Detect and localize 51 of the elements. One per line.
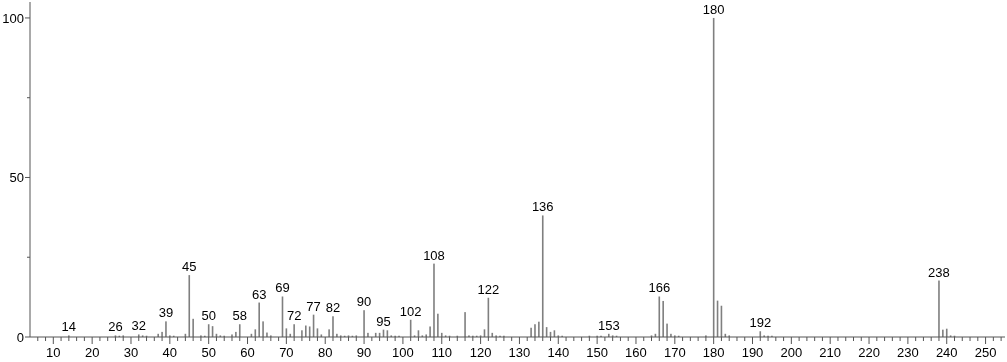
annotation: 63 <box>251 286 267 302</box>
annotation: 90 <box>356 294 372 310</box>
annotation: 26 <box>108 319 123 335</box>
x-tick-label: 80 <box>317 345 333 360</box>
annotation: 192 <box>749 315 772 331</box>
x-tick-label: 150 <box>586 345 608 360</box>
x-tick-label: 30 <box>123 345 139 360</box>
annotation: 180 <box>702 1 725 17</box>
x-tick-label: 170 <box>663 345 686 360</box>
annotation: 108 <box>423 247 445 263</box>
x-tick-label: 60 <box>240 345 255 360</box>
x-tick-label: 210 <box>819 345 842 360</box>
annotation: 102 <box>399 303 422 319</box>
y-tick-label: 50 <box>9 170 24 186</box>
annotation: 82 <box>325 300 341 316</box>
annotation: 238 <box>928 264 950 280</box>
x-tick-label: 200 <box>780 345 803 360</box>
annotation: 122 <box>477 281 500 297</box>
annotation: 95 <box>376 313 391 329</box>
annotation: 39 <box>158 305 174 321</box>
annotation: 32 <box>131 318 146 334</box>
x-tick-label: 70 <box>279 345 294 360</box>
x-tick-label: 130 <box>508 345 531 360</box>
x-tick-label: 250 <box>974 345 997 360</box>
annotation: 166 <box>648 280 671 296</box>
annotation: 153 <box>597 317 620 333</box>
x-tick-label: 40 <box>162 345 178 360</box>
x-tick-label: 10 <box>46 345 61 360</box>
y-tick-label: 100 <box>2 10 24 26</box>
x-tick-label: 220 <box>858 345 880 360</box>
x-tick-label: 50 <box>201 345 216 360</box>
annotation: 58 <box>232 308 247 324</box>
x-tick-label: 90 <box>356 345 372 360</box>
x-tick-label: 140 <box>547 345 570 360</box>
x-tick-label: 110 <box>431 345 453 360</box>
annotation: 14 <box>61 319 77 335</box>
annotation: 136 <box>531 199 554 215</box>
x-tick-label: 160 <box>625 345 647 360</box>
x-tick-label: 120 <box>469 345 492 360</box>
x-tick-label: 100 <box>392 345 414 360</box>
x-tick-label: 230 <box>897 345 919 360</box>
x-tick-label: 180 <box>702 345 725 360</box>
y-tick-label: 0 <box>16 329 24 345</box>
annotation: 69 <box>275 280 290 296</box>
x-tick-label: 240 <box>935 345 958 360</box>
x-tick-label: 20 <box>84 345 100 360</box>
x-tick-label: 190 <box>741 345 764 360</box>
annotation: 45 <box>182 259 197 275</box>
annotation: 50 <box>201 308 216 324</box>
annotation: 72 <box>286 308 302 324</box>
annotation: 77 <box>306 298 321 314</box>
